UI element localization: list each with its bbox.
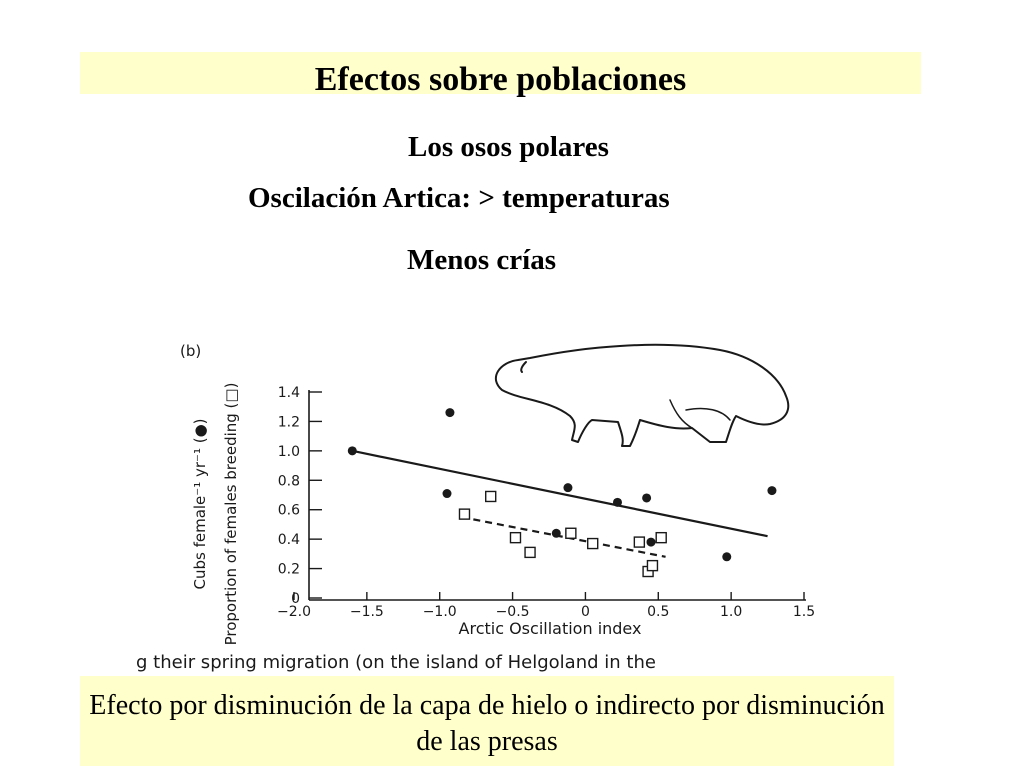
subtitle-fewer-cubs: Menos crías [407, 244, 556, 276]
conclusion-box: Efecto por disminución de la capa de hie… [80, 676, 894, 766]
y-tick-label: 1.2 [278, 414, 300, 430]
y-axis-label-cubs: Cubs female⁻¹ yr⁻¹ (●) [191, 418, 209, 589]
y-tick-label: 1.0 [278, 444, 300, 460]
data-point-breeding [485, 490, 497, 503]
y-axis: 0 0.2 0.4 0.6 0.8 1.0 1.2 1.4 [278, 385, 322, 607]
x-tick-label: 1.0 [720, 604, 742, 620]
conclusion-text: Efecto por disminución de la capa de hie… [89, 690, 885, 757]
scatter-chart: (b) 00.20.40.60.81.01.21.4 −2.0 −1.5 −1.0−… [136, 342, 815, 672]
data-point-breeding [587, 537, 599, 550]
caption-fragment: g their spring migration (on the island … [136, 652, 656, 672]
data-point-cubs [722, 552, 732, 562]
x-tick-label: 0.5 [647, 604, 669, 620]
subtitle-arctic-oscillation: Oscilación Artica: > temperaturas [248, 182, 670, 214]
data-point-breeding [565, 527, 577, 539]
data-point-cubs [642, 493, 652, 503]
data-point-cubs [646, 537, 656, 547]
data-point-breeding [633, 536, 646, 548]
data-point-breeding [509, 531, 522, 544]
x-tick-label: 0 [581, 604, 590, 620]
panel-label: (b) [180, 342, 201, 360]
y-tick-label: 1.4 [278, 385, 300, 401]
y-tick-label: 0.6 [278, 503, 300, 519]
data-point-cubs [445, 408, 455, 418]
y-axis-label-breeding: Proportion of females breeding (□) [222, 383, 240, 646]
page-title: Efectos sobre poblaciones [314, 61, 687, 98]
x-tick-label: −2.0 [277, 604, 311, 620]
data-point-breeding [646, 559, 659, 572]
data-point-breeding [524, 546, 536, 559]
data-point-cubs [767, 486, 777, 496]
title-band [80, 52, 921, 94]
x-tick-label: −1.5 [350, 604, 384, 620]
x-tick-label: −0.5 [496, 604, 530, 620]
x-tick-label: 1.5 [793, 604, 815, 620]
x-axis: −2.0 −1.5 −1.0 −0.5 0 0.5 1.0 1.5 [277, 592, 815, 620]
y-tick-label: 0.8 [278, 473, 300, 489]
data-point-cubs [563, 483, 573, 493]
data-point-cubs [442, 489, 452, 499]
data-point-breeding [458, 508, 471, 520]
data-point-cubs [347, 446, 357, 456]
data-point-cubs [612, 497, 622, 507]
y-tick-label: 0.4 [278, 532, 300, 548]
y-tick-label: 0 [291, 591, 300, 607]
subtitle-polar-bears: Los osos polares [408, 131, 609, 163]
y-tick-label: 0.2 [278, 562, 300, 578]
regression-line-breeding [461, 515, 666, 558]
data-point-breeding [655, 531, 667, 544]
x-tick-label: −1.0 [423, 604, 457, 620]
polar-bear-icon [495, 343, 790, 447]
x-axis-label: Arctic Oscillation index [459, 619, 642, 638]
regression-line-cubs [352, 449, 768, 538]
